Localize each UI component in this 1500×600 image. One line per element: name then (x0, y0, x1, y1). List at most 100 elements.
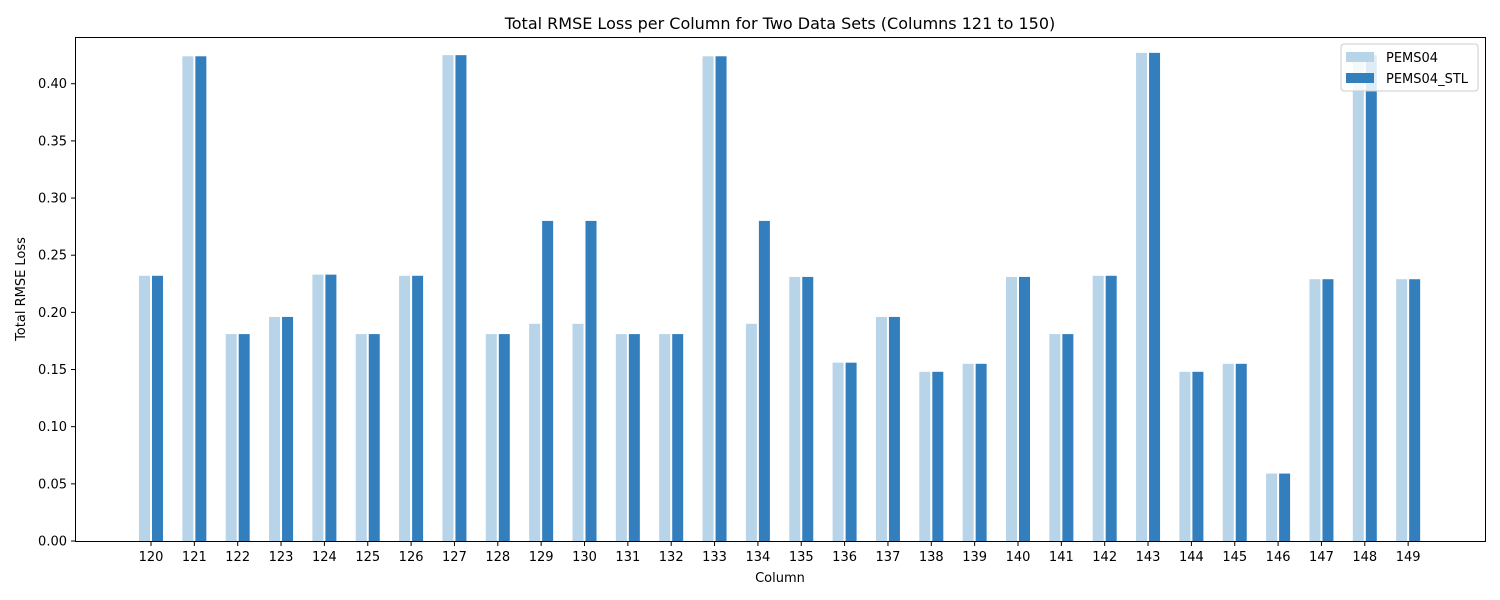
bar-pems04-122 (225, 334, 237, 541)
x-tick-label: 123 (269, 550, 294, 565)
bar-pems04-stl-143 (1149, 52, 1161, 542)
x-tick-label: 136 (832, 550, 857, 565)
y-tick-label: 0.40 (38, 77, 67, 92)
bar-pems04-142 (1092, 275, 1104, 541)
bar-pems04-127 (442, 55, 454, 541)
y-tick-label: 0.25 (38, 249, 67, 264)
legend-label: PEMS04 (1386, 51, 1438, 66)
y-tick-label: 0.10 (38, 420, 67, 435)
x-tick-label: 142 (1092, 550, 1117, 565)
bar-pems04-146 (1266, 473, 1278, 541)
bar-pems04-140 (1006, 276, 1017, 541)
x-tick-label: 147 (1309, 550, 1334, 565)
bar-pems04-stl-141 (1062, 334, 1074, 541)
x-tick-label: 122 (225, 550, 250, 565)
bar-pems04-stl-149 (1409, 279, 1421, 541)
bar-pems04-stl-142 (1105, 275, 1117, 541)
bar-pems04-stl-138 (932, 371, 944, 541)
x-tick-label: 143 (1136, 550, 1161, 565)
bar-pems04-147 (1309, 279, 1321, 541)
bar-pems04-123 (269, 316, 281, 541)
bar-pems04-144 (1179, 371, 1191, 541)
bar-pems04-148 (1352, 55, 1364, 541)
bars-group (139, 52, 1421, 542)
bar-pems04-stl-133 (715, 56, 727, 542)
bar-pems04-138 (919, 371, 931, 541)
y-axis-label: Total RMSE Loss (14, 237, 29, 342)
bar-pems04-stl-134 (758, 220, 770, 541)
bar-pems04-136 (832, 362, 844, 541)
x-tick-label: 144 (1179, 550, 1204, 565)
x-tick-label: 132 (659, 550, 684, 565)
bar-pems04-129 (529, 323, 541, 541)
bar-pems04-stl-140 (1019, 276, 1030, 541)
bar-pems04-133 (702, 56, 714, 542)
bar-pems04-128 (485, 334, 497, 541)
x-tick-label: 135 (789, 550, 814, 565)
y-tick-label: 0.15 (38, 363, 67, 378)
bar-pems04-130 (572, 323, 584, 541)
x-tick-label: 138 (919, 550, 944, 565)
legend-swatch-pems04-stl (1346, 73, 1374, 83)
x-tick-label: 145 (1222, 550, 1247, 565)
x-tick-label: 146 (1266, 550, 1291, 565)
bar-pems04-stl-135 (802, 276, 814, 541)
bar-pems04-stl-131 (628, 334, 640, 541)
x-tick-label: 128 (485, 550, 510, 565)
x-tick-label: 139 (962, 550, 987, 565)
bar-pems04-125 (355, 334, 367, 541)
bar-pems04-stl-122 (238, 334, 250, 541)
legend-swatch-pems04 (1346, 52, 1374, 62)
bar-pems04-stl-136 (845, 362, 857, 541)
bar-pems04-135 (789, 276, 801, 541)
bar-pems04-stl-144 (1192, 371, 1204, 541)
x-axis-label: Column (755, 571, 805, 586)
chart-title: Total RMSE Loss per Column for Two Data … (504, 14, 1056, 33)
bar-pems04-stl-148 (1365, 55, 1377, 541)
x-tick-label: 125 (355, 550, 380, 565)
x-tick-label: 127 (442, 550, 467, 565)
bar-pems04-stl-139 (975, 363, 987, 541)
bar-pems04-121 (182, 56, 194, 542)
y-tick-label: 0.30 (38, 192, 67, 207)
bar-pems04-stl-132 (672, 334, 684, 541)
bar-pems04-141 (1049, 334, 1061, 541)
x-tick-label: 120 (139, 550, 164, 565)
bar-pems04-132 (659, 334, 671, 541)
x-tick-label: 121 (182, 550, 207, 565)
x-tick-label: 129 (529, 550, 554, 565)
bar-pems04-120 (139, 275, 150, 541)
x-tick-label: 141 (1049, 550, 1074, 565)
bar-pems04-145 (1222, 363, 1234, 541)
bar-pems04-stl-147 (1322, 279, 1334, 541)
x-tick-label: 130 (572, 550, 597, 565)
bar-pems04-stl-120 (152, 275, 163, 541)
legend: PEMS04 PEMS04_STL (1340, 43, 1479, 92)
bar-pems04-131 (615, 334, 627, 541)
x-tick-label: 124 (312, 550, 337, 565)
y-tick-label: 0.20 (38, 306, 67, 321)
x-tick-label: 137 (876, 550, 901, 565)
bar-pems04-stl-137 (888, 316, 900, 541)
legend-box (1340, 43, 1479, 92)
bar-pems04-126 (399, 275, 411, 541)
legend-label: PEMS04_STL (1386, 72, 1469, 87)
x-tick-label: 126 (399, 550, 424, 565)
bar-pems04-stl-121 (195, 56, 207, 542)
y-tick-label: 0.00 (38, 535, 67, 550)
bar-pems04-139 (962, 363, 974, 541)
bar-pems04-stl-146 (1279, 473, 1291, 541)
bar-pems04-stl-145 (1235, 363, 1247, 541)
bar-pems04-stl-125 (368, 334, 380, 541)
y-tick-label: 0.35 (38, 134, 67, 149)
bar-pems04-stl-130 (585, 220, 597, 541)
bar-pems04-stl-123 (282, 316, 294, 541)
x-tick-label: 140 (1006, 550, 1031, 565)
bar-pems04-137 (875, 316, 887, 541)
bar-pems04-stl-128 (498, 334, 510, 541)
plot-frame (75, 37, 1486, 542)
x-tick-label: 131 (615, 550, 640, 565)
bar-pems04-143 (1136, 52, 1148, 542)
x-tick-label: 149 (1396, 550, 1421, 565)
